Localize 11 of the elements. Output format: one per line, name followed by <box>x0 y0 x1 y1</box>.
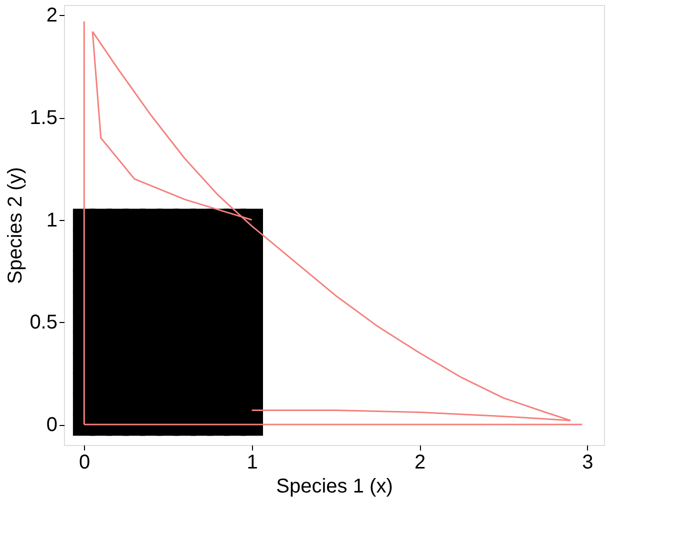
x-tick-label: 2 <box>414 452 426 474</box>
y-tick-label: 0.5 <box>30 312 58 334</box>
x-tick-label: 1 <box>246 452 258 474</box>
y-tick-label: 0 <box>46 414 58 436</box>
y-axis-title: Species 2 (y) <box>4 167 27 284</box>
x-tick-label: 3 <box>582 452 594 474</box>
y-tick-label: 1.5 <box>30 107 58 130</box>
y-tick-label: 1 <box>46 209 58 232</box>
x-axis-title: Species 1 (x) <box>276 476 393 498</box>
y-tick-label: 2 <box>46 4 58 27</box>
x-tick-label: 0 <box>79 452 90 474</box>
